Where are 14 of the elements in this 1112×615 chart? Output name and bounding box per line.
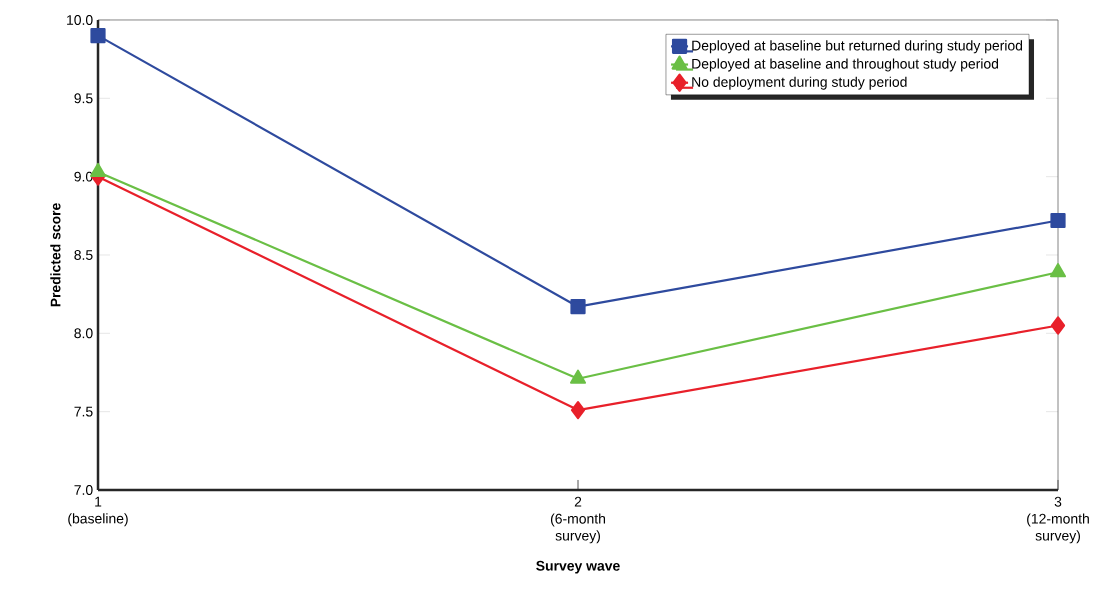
legend-label: Deployed at baseline but returned during study period	[692, 40, 1023, 54]
x-tick-label: 1 (baseline)	[68, 496, 128, 527]
y-tick-label: 7.0	[74, 485, 93, 495]
legend-label: No deployment during study period	[692, 76, 907, 90]
y-tick-label: 7.5	[74, 406, 93, 417]
y-tick-label: 9.5	[74, 93, 93, 104]
y-axis-title: Predicted score	[50, 203, 61, 307]
y-tick-label: 8.5	[74, 250, 93, 260]
x-tick-label: 2 (6-month survey)	[550, 496, 606, 544]
legend-label: Deployed at baseline and throughout study period	[692, 58, 999, 72]
x-axis-title: Survey wave	[536, 560, 620, 574]
y-tick-label: 10.0	[67, 15, 93, 25]
y-tick-label: 8.0	[74, 328, 93, 339]
x-tick-label: 3 (12-month survey)	[1027, 496, 1089, 544]
